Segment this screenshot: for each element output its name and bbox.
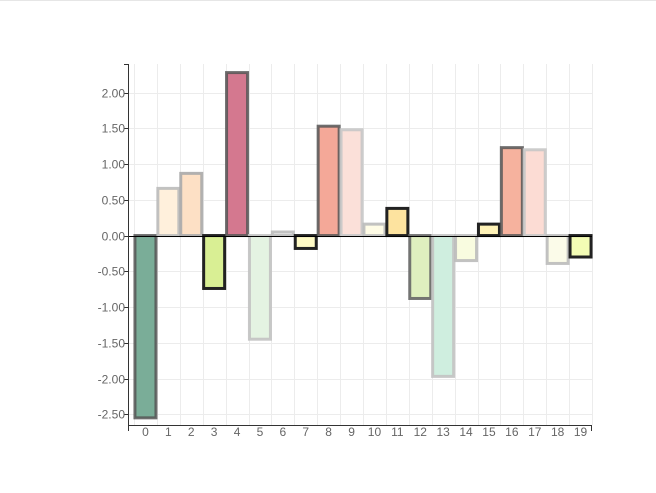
x-tick-label: 1 (165, 425, 172, 439)
bar-19 (568, 234, 593, 259)
bar-14 (454, 234, 479, 263)
bar-3 (202, 234, 227, 290)
bar-2 (179, 171, 204, 238)
y-tick-label: 0.00 (102, 230, 126, 244)
y-tick-label: 1.00 (102, 158, 126, 172)
x-tick-label: 17 (528, 425, 542, 439)
bar-8 (316, 124, 341, 238)
y-tick-label: -2.50 (98, 408, 126, 422)
x-tick-label: 12 (414, 425, 428, 439)
y-tick-label: 0.50 (102, 194, 126, 208)
bar-12 (408, 234, 433, 300)
bar-4 (225, 71, 250, 238)
x-tick-label: 11 (391, 425, 404, 439)
x-tick-label: 13 (436, 425, 450, 439)
x-tick-label: 19 (574, 425, 588, 439)
bar-1 (156, 186, 181, 238)
x-tick-label: 0 (142, 425, 149, 439)
bar-15 (476, 222, 501, 238)
bar-13 (431, 234, 456, 378)
bar-17 (522, 148, 547, 238)
y-tick-label: -0.50 (98, 265, 126, 279)
bar-series (128, 71, 593, 420)
y-axis: 2.00 1.50 1.00 0.50 0.00 -0.50 -1.00 -1.50 -2.00… (98, 64, 129, 425)
bar-0 (133, 234, 158, 420)
x-tick-label: 16 (505, 425, 519, 439)
x-tick-label: 6 (280, 425, 287, 439)
x-tick-label: 7 (302, 425, 309, 439)
bar-10 (362, 222, 387, 238)
y-tick-label: 2.00 (102, 87, 126, 101)
bar-5 (247, 234, 272, 341)
x-tick-label: 15 (482, 425, 496, 439)
x-tick-label: 14 (459, 425, 473, 439)
x-axis: 0 1 2 3 4 5 6 7 8 9 10 11 12 13 14 15 16 17 18 19 (128, 425, 592, 439)
y-tick-label: 1.50 (102, 122, 126, 136)
y-tick-label: -2.00 (98, 373, 126, 387)
bar-7 (293, 234, 318, 250)
bar-11 (385, 206, 410, 238)
x-tick-label: 2 (188, 425, 195, 439)
y-tick-label: -1.50 (98, 337, 126, 351)
bar-16 (499, 146, 524, 238)
x-tick-label: 8 (325, 425, 332, 439)
x-tick-label: 5 (257, 425, 264, 439)
x-tick-label: 3 (211, 425, 218, 439)
x-tick-label: 18 (551, 425, 565, 439)
bar-9 (339, 128, 364, 238)
bar-18 (545, 234, 570, 265)
top-divider (0, 0, 656, 1)
x-tick-label: 10 (368, 425, 382, 439)
bar-6 (270, 230, 295, 238)
y-tick-label: -1.00 (98, 301, 126, 315)
grid-lines (128, 64, 593, 425)
x-tick-label: 4 (234, 425, 241, 439)
x-tick-label: 9 (348, 425, 355, 439)
